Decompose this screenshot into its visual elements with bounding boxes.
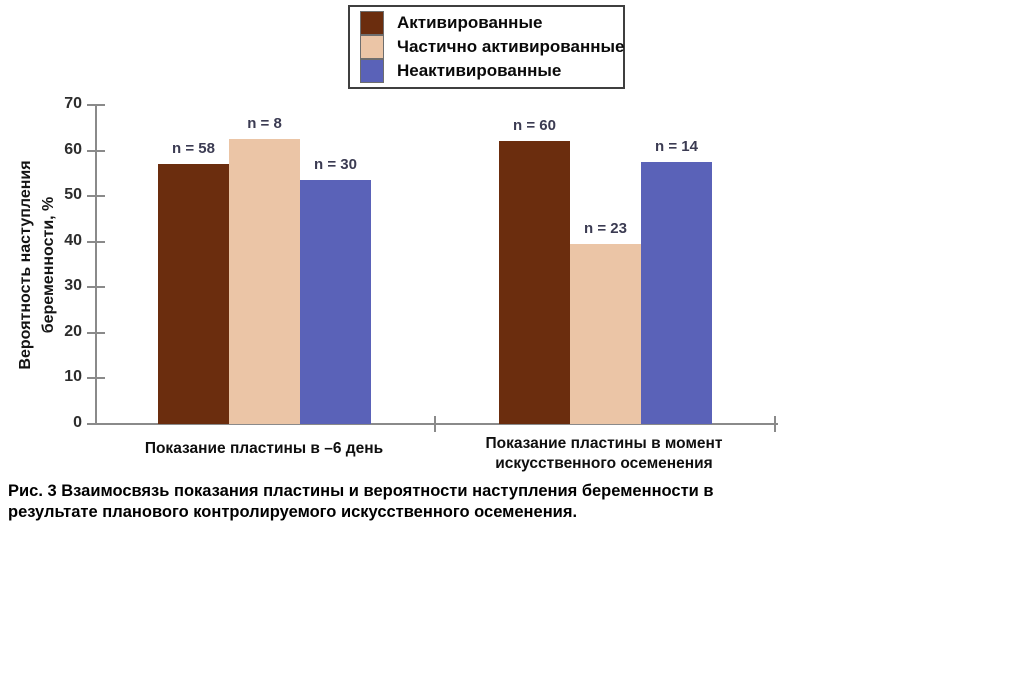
- x-axis-line: [95, 423, 778, 425]
- y-axis-title-line1: Вероятность наступления: [17, 160, 34, 370]
- bar-n-label: n = 8: [247, 115, 282, 133]
- y-axis-tick-label: 70: [64, 95, 82, 112]
- bar-Частично активированные-group2: [570, 243, 641, 424]
- legend-item-Неактивированные: Неактивированные: [360, 59, 613, 83]
- y-axis-tick: [87, 195, 105, 198]
- legend-label: Активированные: [397, 13, 543, 32]
- figure-caption: Рис. 3 Взаимосвязь показания пластины и …: [8, 481, 808, 523]
- y-axis-tick: [87, 331, 105, 334]
- bar-Частично активированные-group1: [229, 139, 300, 424]
- y-axis-tick: [87, 377, 105, 380]
- bar-n-label: n = 23: [584, 219, 627, 237]
- y-axis-tick: [87, 240, 105, 243]
- x-axis-tick: [434, 416, 436, 432]
- bar-Активированные-group1: [158, 164, 229, 424]
- y-axis-line: [95, 104, 97, 425]
- y-axis-tick-label: 60: [64, 140, 82, 158]
- y-axis-tick: [87, 149, 105, 152]
- bar-Активированные-group2: [499, 141, 570, 424]
- x-category-label-group1: Показание пластины в –6 день: [89, 439, 439, 459]
- y-axis-tick-label: 50: [64, 186, 82, 204]
- y-axis-tick: [87, 104, 105, 106]
- legend-item-Частично активированные: Частично активированные: [360, 35, 624, 59]
- y-axis-tick: [87, 423, 105, 425]
- x-category-label-line: искусственного осеменения: [495, 455, 713, 473]
- bar-Неактивированные-group1: [300, 180, 371, 424]
- x-category-label-group2: Показание пластины в момент искусственног…: [429, 434, 779, 474]
- figure-caption-line2: результате планового контролируемого иск…: [8, 503, 578, 522]
- legend-color-swatch: [360, 11, 384, 35]
- y-axis-tick-label: 40: [64, 231, 82, 249]
- figure-caption-line1: Рис. 3 Взаимосвязь показания пластины и …: [8, 482, 714, 500]
- legend-item-Активированные: Активированные: [360, 11, 613, 35]
- y-axis-tick-label: 30: [64, 277, 82, 295]
- bar-n-label: n = 14: [655, 137, 698, 155]
- y-axis-tick-label: 10: [64, 368, 82, 386]
- legend-color-swatch: [360, 59, 384, 83]
- legend-label: Частично активированные: [397, 37, 625, 56]
- bar-n-label: n = 30: [314, 156, 357, 174]
- y-axis-tick-label: 20: [64, 322, 82, 340]
- y-axis-tick-label: 0: [73, 414, 82, 431]
- x-category-label-line: Показание пластины в –6 день: [144, 440, 384, 457]
- bar-n-label: n = 60: [513, 117, 556, 135]
- x-axis-tick: [774, 416, 776, 432]
- x-category-label-line: Показание пластины в момент: [485, 435, 723, 452]
- chart-legend: Активированные Частично активированные Неа…: [348, 5, 625, 89]
- bar-Неактивированные-group2: [641, 161, 712, 424]
- legend-label: Неактивированные: [397, 61, 562, 80]
- y-axis-tick: [87, 286, 105, 289]
- legend-color-swatch: [360, 35, 384, 59]
- bar-n-label: n = 58: [172, 140, 215, 158]
